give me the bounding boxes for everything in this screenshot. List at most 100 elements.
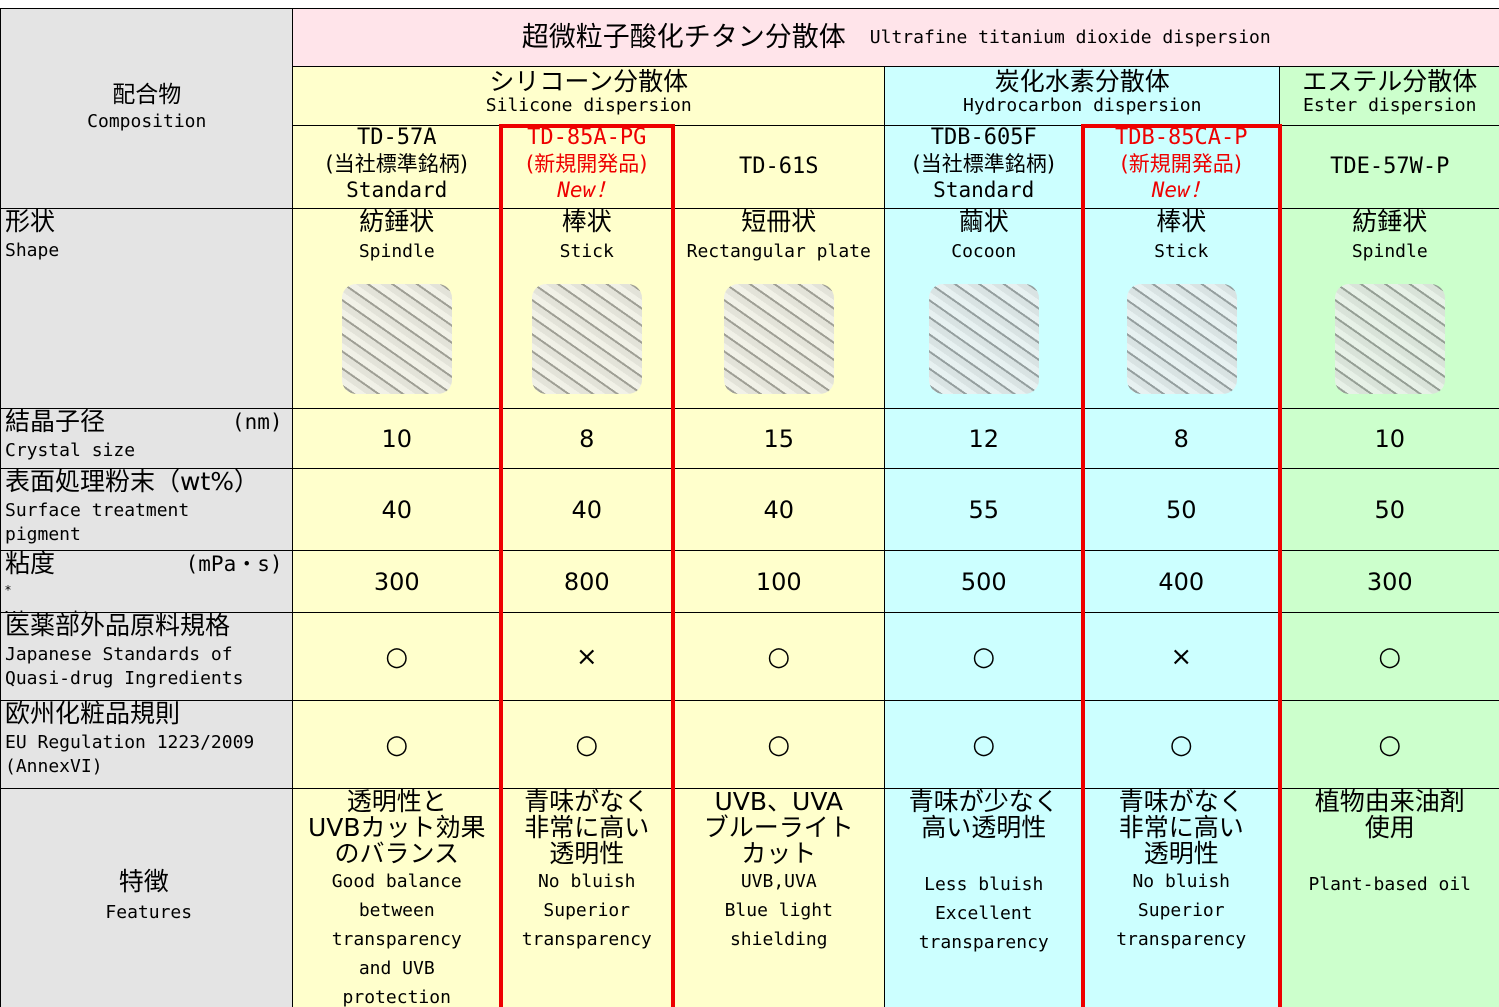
cell-value: 40 xyxy=(381,495,413,524)
cell-ja: 棒状 xyxy=(1156,208,1207,236)
cell-value: ○ xyxy=(575,729,599,760)
value-cell: 50 xyxy=(1279,468,1499,552)
value-cell: 300 xyxy=(1279,550,1499,614)
cell-ja: 透明性と UVBカット効果 のバランス xyxy=(307,788,486,868)
cell-ja: 短冊状 xyxy=(741,208,817,236)
group-en: Hydrocarbon dispersion xyxy=(963,95,1202,116)
value-cell: 500 xyxy=(884,550,1084,614)
cell-value: × xyxy=(575,641,598,672)
group-cell: シリコーン分散体 Silicone dispersion xyxy=(292,66,886,127)
label-line: 医薬部外品原料規格 xyxy=(5,613,293,639)
product-cell: TD-85A-PG (新規開発品) New！ xyxy=(500,125,674,210)
value-cell: ○ xyxy=(1279,700,1499,790)
value-cell: 繭状 Cocoon xyxy=(884,208,1084,410)
value-cell: ○ xyxy=(884,612,1084,702)
product-tag: Standard xyxy=(933,178,1035,202)
label-en: Shape xyxy=(5,240,60,261)
value-cell: × xyxy=(1082,612,1281,702)
group-en: Ester dispersion xyxy=(1303,95,1477,116)
particle-image xyxy=(929,284,1039,394)
cell-ja: 紡錘状 xyxy=(359,208,435,236)
cell-value: 15 xyxy=(763,424,795,453)
label-line: 粘度 * (mPa・s) xyxy=(5,551,293,603)
label-unit: (nm) xyxy=(231,410,283,434)
group-ja: シリコーン分散体 xyxy=(489,67,689,96)
label-ja: 表面処理粉末（wt%） xyxy=(5,468,260,496)
label-ja: 結晶子径 xyxy=(5,408,106,436)
value-cell: × xyxy=(500,612,674,702)
cell-ja: 青味がなく 非常に高い 透明性 xyxy=(524,788,650,868)
corner-en: Composition xyxy=(87,110,207,132)
cell-en: Spindle xyxy=(358,241,435,262)
cell-value: 10 xyxy=(1374,424,1406,453)
value-cell: ○ xyxy=(672,700,886,790)
value-cell: 300 xyxy=(292,550,502,614)
label-sup: * xyxy=(5,583,11,597)
group-cell: エステル分散体 Ester dispersion xyxy=(1279,66,1499,127)
cell-value: ○ xyxy=(1169,729,1193,760)
label-en: EU Regulation 1223/2009 (AnnexVI) xyxy=(5,732,255,777)
value-cell: ○ xyxy=(884,700,1084,790)
cell-value: 8 xyxy=(579,424,595,453)
product-tag: New！ xyxy=(557,178,617,202)
product-code: TD-61S xyxy=(739,154,819,180)
row-label: 結晶子径 (nm) Crystal size xyxy=(0,408,294,470)
value-cell: 紡錘状 Spindle xyxy=(1279,208,1499,410)
cell-en: No bluish Superior transparency xyxy=(521,871,652,950)
cell-en: Rectangular plate xyxy=(686,241,871,262)
cell-en: Cocoon xyxy=(951,241,1017,262)
value-cell: ○ xyxy=(672,612,886,702)
label-en: Crystal size xyxy=(5,440,136,461)
product-tag: New！ xyxy=(1151,178,1211,202)
product-note: (新規開発品) xyxy=(1120,152,1242,176)
value-cell: 15 xyxy=(672,408,886,470)
product-cell: TDB-605F (当社標準銘柄) Standard xyxy=(884,125,1084,210)
cell-value: 300 xyxy=(1366,567,1413,596)
label-ja: 形状 xyxy=(5,208,56,236)
cell-en: Stick xyxy=(1154,241,1209,262)
title-cell: 超微粒子酸化チタン分散体 Ultrafine titanium dioxide d… xyxy=(292,8,1499,68)
cell-ja: 植物由来油剤 使用 xyxy=(1314,788,1465,842)
product-cell: TD-57A (当社標準銘柄) Standard xyxy=(292,125,502,210)
product-note: (当社標準銘柄) xyxy=(912,152,1055,176)
value-cell: 青味がなく 非常に高い 透明性 No bluish Superior transp… xyxy=(500,788,674,1007)
title-ja: 超微粒子酸化チタン分散体 xyxy=(521,21,846,53)
cell-value: 400 xyxy=(1158,567,1205,596)
cell-en: Spindle xyxy=(1351,241,1428,262)
cell-value: ○ xyxy=(385,641,409,672)
cell-value: ○ xyxy=(767,729,791,760)
label-line: 欧州化粧品規則 xyxy=(5,701,293,727)
value-cell: ○ xyxy=(500,700,674,790)
cell-value: ○ xyxy=(972,641,996,672)
cell-value: 55 xyxy=(968,495,1000,524)
value-cell: 50 xyxy=(1082,468,1281,552)
cell-ja: 繭状 xyxy=(958,208,1009,236)
cell-en: Stick xyxy=(559,241,614,262)
value-cell: ○ xyxy=(292,700,502,790)
particle-image xyxy=(342,284,452,394)
product-code: TD-57A xyxy=(357,125,437,150)
row-label: 粘度* (mPa・s) Viscosity xyxy=(0,550,294,614)
cell-value: × xyxy=(1170,641,1193,672)
product-tag: Standard xyxy=(346,178,448,202)
cell-value: ○ xyxy=(767,641,791,672)
label-en: Surface treatment pigment xyxy=(5,500,190,545)
value-cell: 紡錘状 Spindle xyxy=(292,208,502,410)
product-code: TD-85A-PG xyxy=(527,125,647,150)
value-cell: 青味が少なく 高い透明性 Less bluish Excellent trans… xyxy=(884,788,1084,1007)
label-unit: (mPa・s) xyxy=(185,552,283,576)
cell-value: 12 xyxy=(968,424,1000,453)
value-cell: ○ xyxy=(1279,612,1499,702)
cell-ja: 青味が少なく 高い透明性 xyxy=(908,788,1059,842)
row-label: 医薬部外品原料規格 Japanese Standards of Quasi-dru… xyxy=(0,612,294,702)
product-code: TDB-85CA-P xyxy=(1115,125,1248,150)
label-ja: 欧州化粧品規則 xyxy=(5,700,181,728)
row-label: 表面処理粉末（wt%） Surface treatment pigment xyxy=(0,468,294,552)
cell-value: 50 xyxy=(1165,495,1197,524)
value-cell: 40 xyxy=(672,468,886,552)
product-note: (新規開発品) xyxy=(526,152,648,176)
cell-value: ○ xyxy=(972,729,996,760)
group-cell: 炭化水素分散体 Hydrocarbon dispersion xyxy=(884,66,1281,127)
row-label: 形状 Shape xyxy=(0,208,294,410)
cell-value: 8 xyxy=(1173,424,1189,453)
